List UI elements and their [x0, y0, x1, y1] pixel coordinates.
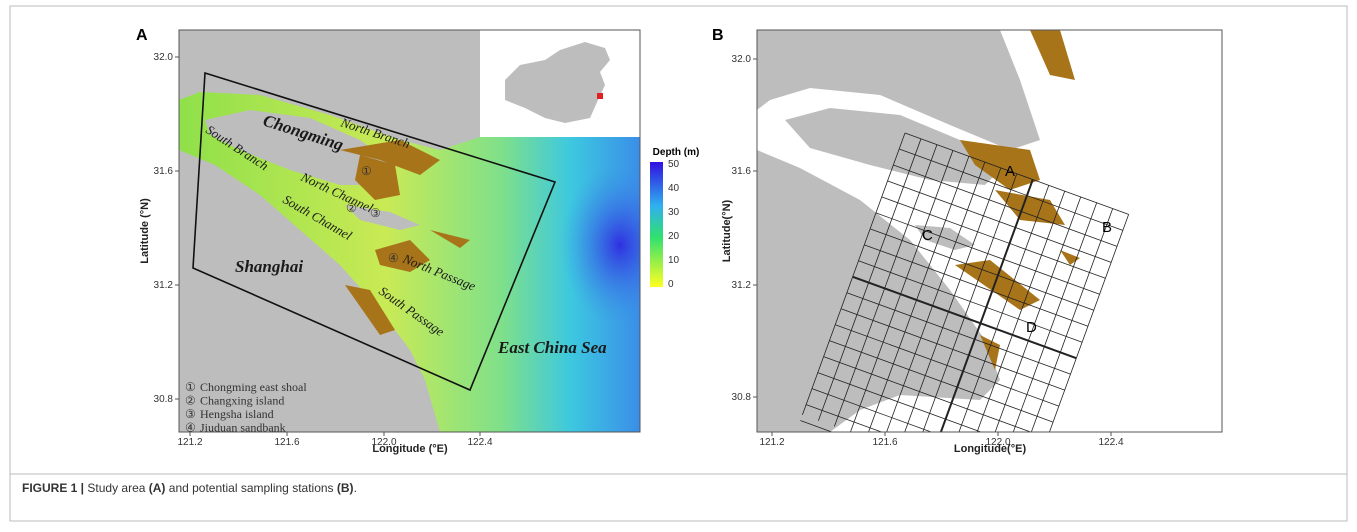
key-number: ② — [185, 394, 196, 408]
caption: FIGURE 1 | Study area (A) and potential … — [22, 481, 357, 495]
key-label: Changxing island — [200, 394, 284, 408]
caption-part: and potential sampling stations — [165, 481, 336, 495]
place: East China Sea — [497, 338, 607, 357]
colorbar-tick-label: 40 — [668, 183, 680, 194]
marker: ③ — [370, 206, 381, 220]
marker: ④ — [388, 251, 399, 265]
caption-part: Study area — [84, 481, 149, 495]
region-label: A — [1005, 163, 1015, 180]
caption-part: (B) — [337, 481, 354, 495]
region-label: C — [922, 227, 933, 244]
colorbar-tick-label: 10 — [668, 255, 680, 266]
colorbar-tick-label: 20 — [668, 231, 680, 242]
y-tick-label: 32.0 — [732, 54, 752, 65]
figure: A Chongming North Branch South Branch No… — [0, 0, 1357, 527]
y-tick-label: 31.2 — [154, 280, 174, 291]
place: Shanghai — [235, 257, 303, 276]
colorbar-tick-label: 30 — [668, 207, 680, 218]
colorbar-title: Depth (m) — [653, 147, 700, 158]
x-tick-label: 122.0 — [371, 437, 396, 448]
x-tick-label: 121.2 — [759, 437, 784, 448]
grid-line — [800, 421, 1024, 502]
x-tick-label: 121.6 — [872, 437, 897, 448]
panel-label: A — [136, 27, 148, 44]
x-tick-label: 121.6 — [274, 437, 299, 448]
colorbar-ticks: 50 40 30 20 10 0 — [668, 159, 680, 290]
y-axis-label: Latitude (°N) — [139, 198, 151, 264]
panel-label: B — [712, 27, 724, 44]
y-tick-label: 31.2 — [732, 280, 752, 291]
y-tick-label: 30.8 — [154, 394, 174, 405]
marker: ② — [346, 201, 357, 215]
colorbar — [650, 162, 663, 287]
key-number: ① — [185, 380, 196, 394]
y-tick-label: 30.8 — [732, 392, 752, 403]
x-tick-label: 122.4 — [1098, 437, 1123, 448]
colorbar-tick-label: 50 — [668, 159, 680, 170]
map-a — [179, 30, 680, 432]
x-tick-label: 121.2 — [177, 437, 202, 448]
y-tick-label: 31.6 — [732, 166, 752, 177]
y-tick-label: 31.6 — [154, 166, 174, 177]
x-tick-label: 122.0 — [985, 437, 1010, 448]
y-tick-label: 32.0 — [154, 52, 174, 63]
x-tick-label: 122.4 — [467, 437, 492, 448]
key-label: Jiuduan sandbank — [200, 421, 286, 435]
colorbar-tick-label: 0 — [668, 279, 674, 290]
inset-marker — [597, 93, 603, 99]
region-label: D — [1026, 319, 1037, 336]
key-label: Chongming east shoal — [200, 380, 307, 394]
key-label: Hengsha island — [200, 407, 274, 421]
marker: ① — [361, 164, 372, 178]
region-label: B — [1102, 219, 1112, 236]
map-b — [757, 30, 1222, 502]
key-number: ③ — [185, 407, 196, 421]
y-axis-label: Latitude(°N) — [721, 199, 733, 262]
caption-part: . — [354, 481, 357, 495]
caption-part: FIGURE 1 | — [22, 481, 84, 495]
caption-part: (A) — [149, 481, 166, 495]
